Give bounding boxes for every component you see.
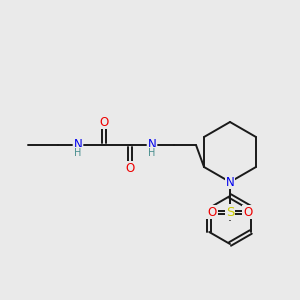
Text: H: H [74,148,82,158]
Text: O: O [125,161,135,175]
Text: O: O [243,206,253,218]
Text: N: N [226,176,234,188]
Text: O: O [99,116,109,128]
Text: N: N [148,139,156,152]
Text: H: H [148,148,156,158]
Text: O: O [207,206,217,218]
Text: S: S [226,206,234,218]
Text: N: N [74,139,82,152]
